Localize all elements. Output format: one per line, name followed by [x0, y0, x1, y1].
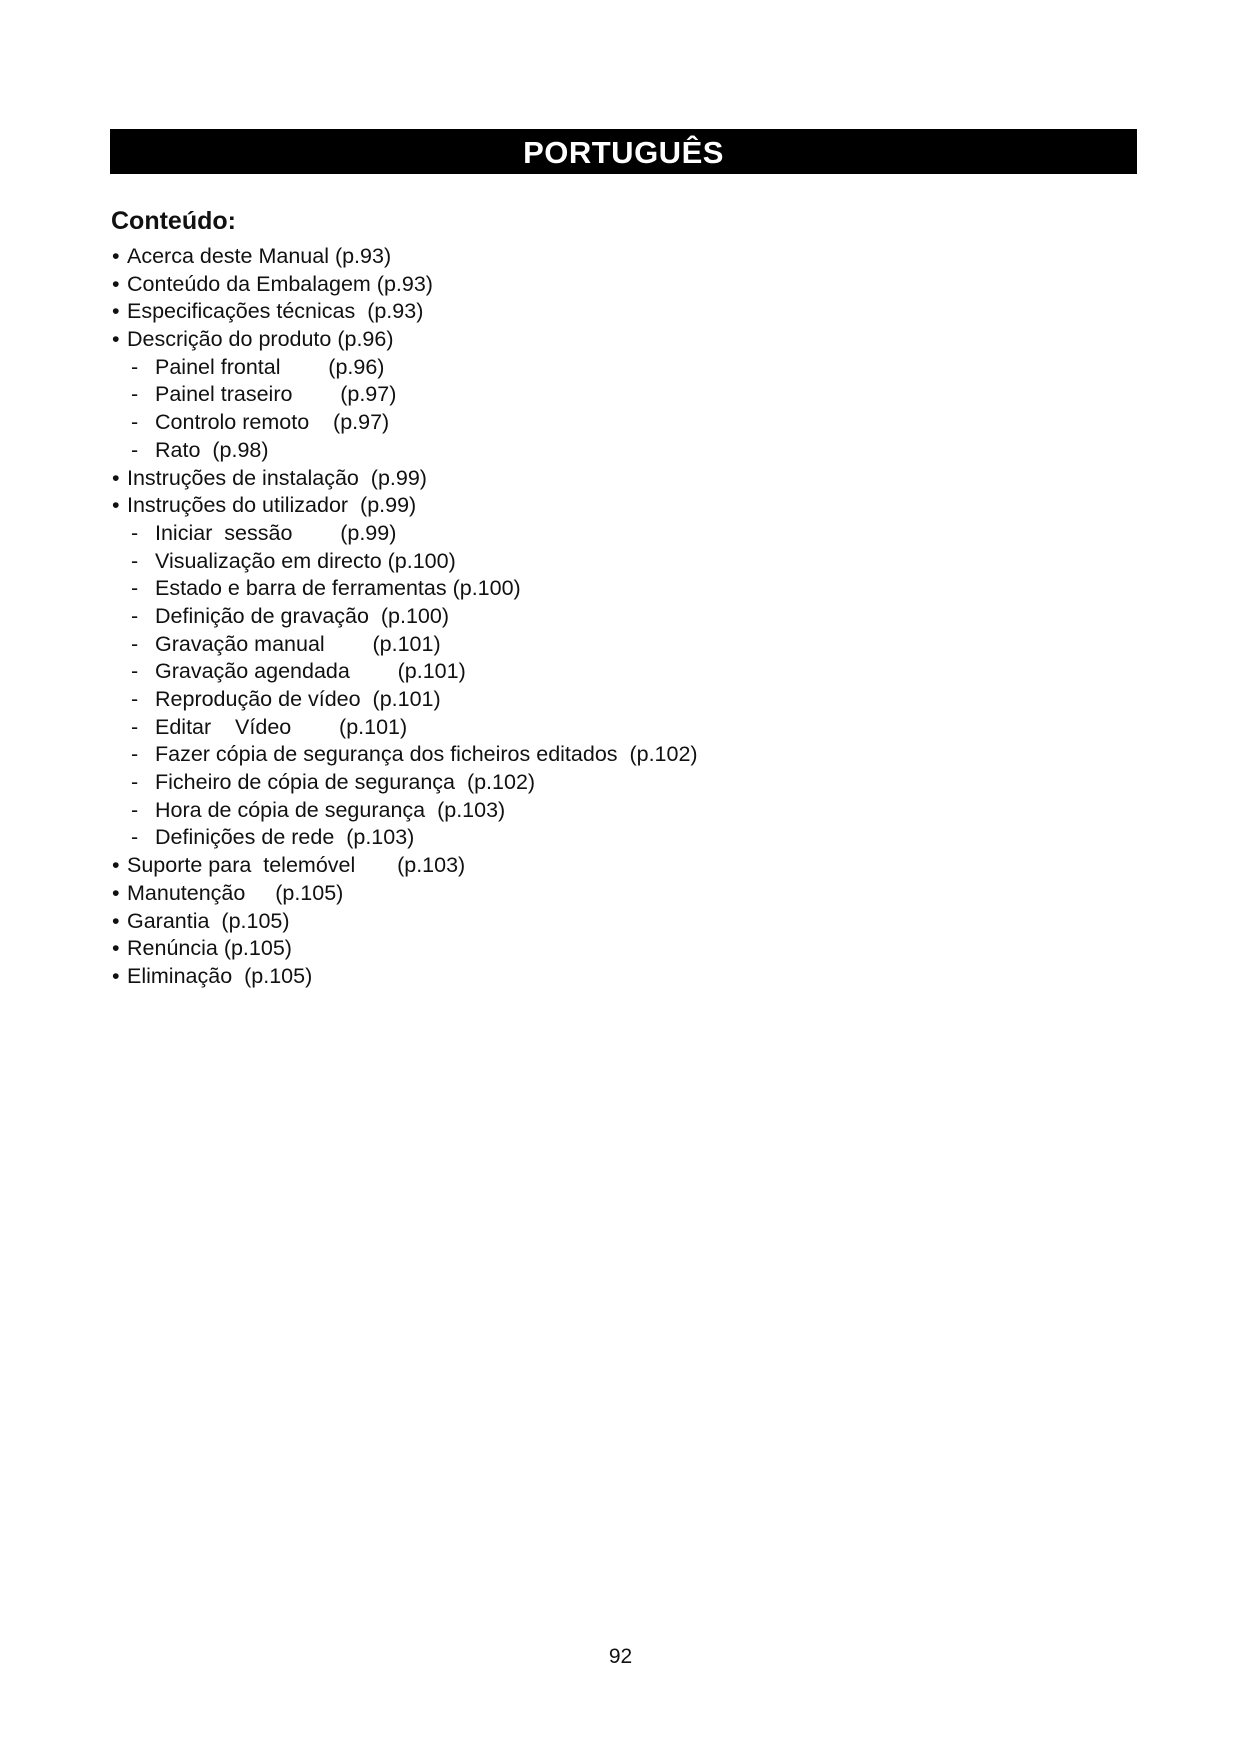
toc-entry-text: Definições de rede (p.103) — [155, 825, 415, 850]
toc-entry-text: Gravação manual (p.101) — [155, 631, 441, 656]
dash-icon: - — [131, 770, 139, 795]
bullet-icon: • — [112, 853, 120, 878]
toc-entry-text: Eliminação (p.105) — [127, 963, 313, 988]
toc-entry-text: Ficheiro de cópia de segurança (p.102) — [155, 770, 536, 795]
dash-icon: - — [131, 825, 139, 850]
bullet-icon: • — [112, 244, 120, 268]
toc-entry-text: Iniciar sessão (p.99) — [155, 520, 397, 545]
dash-icon: - — [131, 520, 139, 545]
toc-entry-text: Definição de gravação (p.100) — [155, 603, 450, 628]
toc-entry-text: Suporte para telemóvel (p.103) — [127, 853, 466, 878]
toc-entry-text: Fazer cópia de segurança dos ficheiros e… — [155, 742, 698, 767]
toc-entry-text: Painel traseiro (p.97) — [155, 382, 397, 407]
language-banner: PORTUGUÊS — [110, 129, 1137, 174]
dash-icon: - — [131, 659, 139, 684]
bullet-icon: • — [112, 327, 120, 352]
dash-icon: - — [131, 576, 139, 601]
dash-icon: - — [131, 410, 139, 435]
toc-entry-text: Painel frontal (p.96) — [155, 354, 385, 379]
dash-icon: - — [131, 603, 139, 628]
toc-entry-text: Especificações técnicas (p.93) — [127, 299, 424, 324]
dash-icon: - — [131, 354, 139, 379]
toc-entry-text: Conteúdo da Embalagem (p.93) — [127, 271, 433, 296]
banner-title: PORTUGUÊS — [523, 135, 724, 170]
toc-entry-text: Manutenção (p.105) — [127, 880, 344, 905]
dash-icon: - — [131, 714, 139, 739]
bullet-icon: • — [112, 936, 120, 961]
bullet-icon: • — [112, 908, 120, 933]
toc-entry-text: Rato (p.98) — [155, 437, 269, 462]
toc-entry-text: Estado e barra de ferramentas (p.100) — [155, 576, 521, 601]
bullet-icon: • — [112, 465, 120, 490]
contents-heading: Conteúdo: — [111, 207, 236, 235]
dash-icon: - — [131, 437, 139, 462]
bullet-icon: • — [112, 493, 120, 518]
toc-entry-text: Garantia (p.105) — [127, 908, 290, 933]
dash-icon: - — [131, 797, 139, 822]
dash-icon: - — [131, 631, 139, 656]
toc-entry-text: Instruções do utilizador (p.99) — [127, 493, 417, 518]
toc-entry-text: Acerca deste Manual (p.93) — [127, 244, 392, 268]
bullet-icon: • — [112, 299, 120, 324]
dash-icon: - — [131, 687, 139, 711]
toc-entry-text: Reprodução de vídeo (p.101) — [155, 687, 441, 711]
toc-entry-text: Renúncia (p.105) — [127, 936, 292, 961]
bullet-icon: • — [112, 963, 120, 988]
bullet-icon: • — [112, 271, 120, 296]
toc-entry-text: Descrição do produto (p.96) — [127, 327, 394, 352]
toc-entry-text: Editar Vídeo (p.101) — [155, 714, 408, 739]
dash-icon: - — [131, 382, 139, 407]
toc-entry-text: Instruções de instalação (p.99) — [127, 465, 427, 490]
toc-entry-text: Gravação agendada (p.101) — [155, 659, 466, 684]
toc-entry-text: Hora de cópia de segurança (p.103) — [155, 797, 506, 822]
page-number: 92 — [608, 1645, 633, 1668]
dash-icon: - — [131, 548, 139, 573]
dash-icon: - — [131, 742, 139, 767]
toc-entry-text: Controlo remoto (p.97) — [155, 410, 390, 435]
bullet-icon: • — [112, 880, 120, 905]
toc-entry-text: Visualização em directo (p.100) — [155, 548, 456, 573]
